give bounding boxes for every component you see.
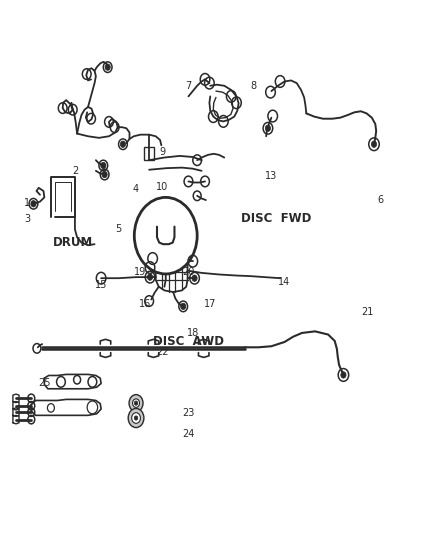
Circle shape: [105, 64, 110, 70]
Text: 5: 5: [116, 224, 122, 235]
Text: 16: 16: [139, 298, 151, 309]
Text: 4: 4: [133, 184, 139, 195]
Text: 8: 8: [251, 81, 257, 91]
Text: DISC  AWD: DISC AWD: [153, 335, 224, 349]
Circle shape: [31, 200, 36, 207]
Text: 6: 6: [378, 195, 384, 205]
Circle shape: [341, 372, 346, 378]
Circle shape: [87, 401, 98, 414]
Text: 18: 18: [187, 328, 199, 338]
Text: DISC  FWD: DISC FWD: [240, 212, 311, 225]
Text: 19: 19: [134, 267, 147, 277]
Circle shape: [134, 197, 197, 274]
Bar: [144, 147, 154, 160]
Circle shape: [128, 408, 144, 427]
Circle shape: [371, 141, 377, 148]
Circle shape: [120, 141, 126, 148]
Text: DRUM: DRUM: [53, 236, 93, 249]
Circle shape: [47, 403, 54, 412]
Circle shape: [74, 375, 81, 384]
Text: 13: 13: [265, 171, 278, 181]
Text: 3: 3: [24, 214, 30, 224]
Text: 22: 22: [156, 346, 169, 357]
Circle shape: [132, 413, 141, 423]
Circle shape: [88, 376, 97, 387]
Text: 1: 1: [24, 198, 30, 208]
Text: 12: 12: [165, 230, 177, 240]
Text: 10: 10: [156, 182, 168, 192]
Circle shape: [129, 394, 143, 411]
Circle shape: [101, 163, 106, 168]
Circle shape: [148, 274, 152, 280]
Circle shape: [133, 399, 140, 407]
Text: 24: 24: [182, 429, 194, 439]
Text: 21: 21: [361, 306, 374, 317]
Circle shape: [265, 125, 271, 132]
Circle shape: [134, 401, 138, 405]
Text: 23: 23: [182, 408, 194, 418]
Text: 11: 11: [176, 206, 188, 216]
Text: 15: 15: [95, 280, 107, 290]
Text: 14: 14: [279, 278, 291, 287]
Text: 25: 25: [38, 378, 51, 389]
Text: 17: 17: [204, 298, 216, 309]
Circle shape: [102, 171, 107, 177]
Text: 20: 20: [182, 267, 194, 277]
Text: 7: 7: [185, 81, 191, 91]
Text: 2: 2: [72, 166, 78, 176]
Circle shape: [192, 275, 197, 281]
Circle shape: [57, 376, 65, 387]
Circle shape: [134, 416, 138, 420]
Circle shape: [180, 303, 186, 310]
Text: 9: 9: [159, 147, 165, 157]
